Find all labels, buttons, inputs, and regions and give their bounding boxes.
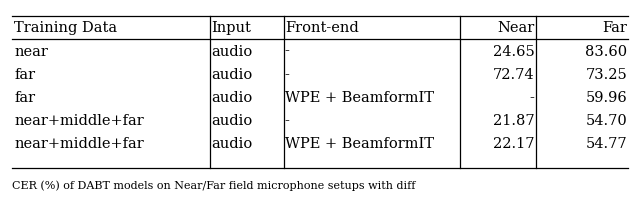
Text: 73.25: 73.25 [586,68,627,82]
Text: audio: audio [211,68,252,82]
Text: -: - [529,91,534,105]
Text: audio: audio [211,137,252,152]
Text: WPE + BeamformIT: WPE + BeamformIT [285,91,434,105]
Text: Far: Far [602,21,627,35]
Text: CER (%) of DABT models on Near/Far field microphone setups with diff: CER (%) of DABT models on Near/Far field… [12,180,415,191]
Text: 54.70: 54.70 [586,114,627,128]
Text: audio: audio [211,44,252,59]
Text: Front-end: Front-end [285,21,358,35]
Text: -: - [285,68,290,82]
Text: 24.65: 24.65 [493,44,534,59]
Text: near+middle+far: near+middle+far [14,114,144,128]
Text: near: near [14,44,48,59]
Text: WPE + BeamformIT: WPE + BeamformIT [285,137,434,152]
Text: 59.96: 59.96 [586,91,627,105]
Text: audio: audio [211,91,252,105]
Text: 83.60: 83.60 [585,44,627,59]
Text: -: - [285,114,290,128]
Text: 54.77: 54.77 [586,137,627,152]
Text: 22.17: 22.17 [493,137,534,152]
Text: Near: Near [497,21,534,35]
Text: Training Data: Training Data [14,21,117,35]
Text: far: far [14,68,35,82]
Text: 72.74: 72.74 [493,68,534,82]
Text: far: far [14,91,35,105]
Text: audio: audio [211,114,252,128]
Text: 21.87: 21.87 [493,114,534,128]
Text: near+middle+far: near+middle+far [14,137,144,152]
Text: Input: Input [211,21,251,35]
Text: -: - [285,44,290,59]
